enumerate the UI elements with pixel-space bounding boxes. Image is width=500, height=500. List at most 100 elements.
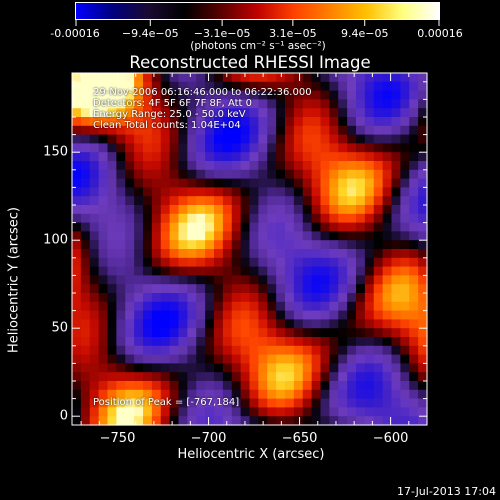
heatmap-cell — [98, 310, 109, 320]
heatmap-cell — [249, 319, 259, 329]
heatmap-cell — [418, 284, 428, 294]
heatmap-cell — [302, 257, 313, 268]
heatmap-cell — [409, 407, 419, 417]
heatmap-cell — [267, 125, 277, 136]
heatmap-cell — [285, 301, 295, 312]
heatmap-cell — [222, 99, 233, 109]
heatmap-cell — [329, 143, 339, 153]
heatmap-cell — [338, 134, 348, 144]
heatmap-cell — [311, 293, 322, 303]
heatmap-cell — [400, 169, 410, 180]
heatmap-cell — [116, 354, 126, 364]
heatmap-cell — [356, 301, 366, 312]
heatmap-cell — [98, 249, 109, 259]
heatmap-cell — [160, 213, 171, 224]
heatmap-cell — [240, 310, 251, 320]
heatmap-cell — [143, 337, 153, 347]
heatmap-cell — [151, 284, 162, 294]
heatmap-cell — [214, 284, 224, 294]
heatmap-cell — [347, 81, 357, 92]
heatmap-cell — [285, 108, 295, 118]
heatmap-cell — [160, 337, 171, 347]
heatmap-cell — [240, 222, 251, 232]
heatmap-cell — [320, 372, 330, 382]
heatmap-cell — [89, 134, 100, 144]
heatmap-cell — [329, 416, 339, 426]
heatmap-cell — [391, 266, 401, 276]
heatmap-cell — [249, 372, 259, 382]
heatmap-cell — [116, 372, 126, 382]
heatmap-cell — [89, 143, 100, 153]
heatmap-cell — [338, 398, 348, 408]
heatmap-cell — [160, 266, 171, 276]
heatmap-cell — [276, 134, 286, 144]
heatmap-cell — [125, 266, 135, 276]
heatmap-cell — [205, 143, 215, 153]
heatmap-cell — [373, 73, 384, 83]
heatmap-cell — [214, 117, 224, 127]
heatmap-cell — [134, 257, 144, 268]
heatmap-cell — [240, 187, 251, 197]
heatmap-cell — [125, 222, 135, 232]
heatmap-cell — [116, 108, 126, 118]
heatmap-cell — [178, 240, 188, 250]
x-tick-label: −700 — [190, 431, 227, 446]
heatmap-cell — [178, 319, 188, 329]
colorbar-tick-label: 0.00016 — [417, 27, 463, 40]
heatmap-cell — [178, 398, 188, 408]
heatmap-cell — [329, 152, 339, 162]
heatmap-cell — [178, 310, 188, 320]
heatmap-cell — [418, 363, 428, 373]
heatmap-cell — [80, 117, 91, 127]
heatmap-cell — [196, 178, 206, 188]
heatmap-cell — [267, 416, 277, 426]
heatmap-cell — [267, 178, 277, 188]
heatmap-cell — [418, 293, 428, 303]
heatmap-cell — [276, 363, 286, 373]
heatmap-cell — [338, 178, 348, 188]
heatmap-cell — [276, 240, 286, 250]
heatmap-cell — [373, 134, 384, 144]
heatmap-cell — [169, 398, 180, 408]
heatmap-cell — [302, 398, 313, 408]
heatmap-cell — [302, 407, 313, 417]
heatmap-cell — [364, 134, 375, 144]
heatmap-cell — [338, 345, 348, 356]
heatmap-cell — [80, 187, 91, 197]
heatmap-cell — [293, 275, 304, 285]
heatmap-cell — [187, 337, 197, 347]
heatmap-cell — [214, 337, 224, 347]
heatmap-cell — [116, 152, 126, 162]
heatmap-cell — [125, 169, 135, 180]
heatmap-cell — [293, 381, 304, 391]
heatmap-cell — [72, 407, 82, 417]
heatmap-cell — [302, 389, 313, 400]
heatmap-cell — [214, 134, 224, 144]
heatmap-cell — [249, 161, 259, 171]
heatmap-cell — [338, 257, 348, 268]
heatmap-cell — [125, 363, 135, 373]
heatmap-cell — [72, 293, 82, 303]
heatmap-cell — [400, 178, 410, 188]
heatmap-cell — [249, 108, 259, 118]
heatmap-cell — [125, 240, 135, 250]
heatmap-cell — [134, 381, 144, 391]
heatmap-cell — [267, 257, 277, 268]
heatmap-cell — [80, 125, 91, 136]
heatmap-cell — [178, 152, 188, 162]
heatmap-cell — [151, 266, 162, 276]
heatmap-cell — [178, 249, 188, 259]
heatmap-cell — [178, 301, 188, 312]
heatmap-cell — [205, 372, 215, 382]
heatmap-cell — [293, 345, 304, 356]
heatmap-cell — [285, 354, 295, 364]
heatmap-cell — [258, 222, 268, 232]
heatmap-cell — [409, 73, 419, 83]
heatmap-cell — [302, 372, 313, 382]
heatmap-cell — [160, 73, 171, 83]
heatmap-cell — [382, 117, 393, 127]
heatmap-cell — [391, 257, 401, 268]
heatmap-cell — [276, 407, 286, 417]
heatmap-cell — [364, 213, 375, 224]
heatmap-cell — [302, 178, 313, 188]
